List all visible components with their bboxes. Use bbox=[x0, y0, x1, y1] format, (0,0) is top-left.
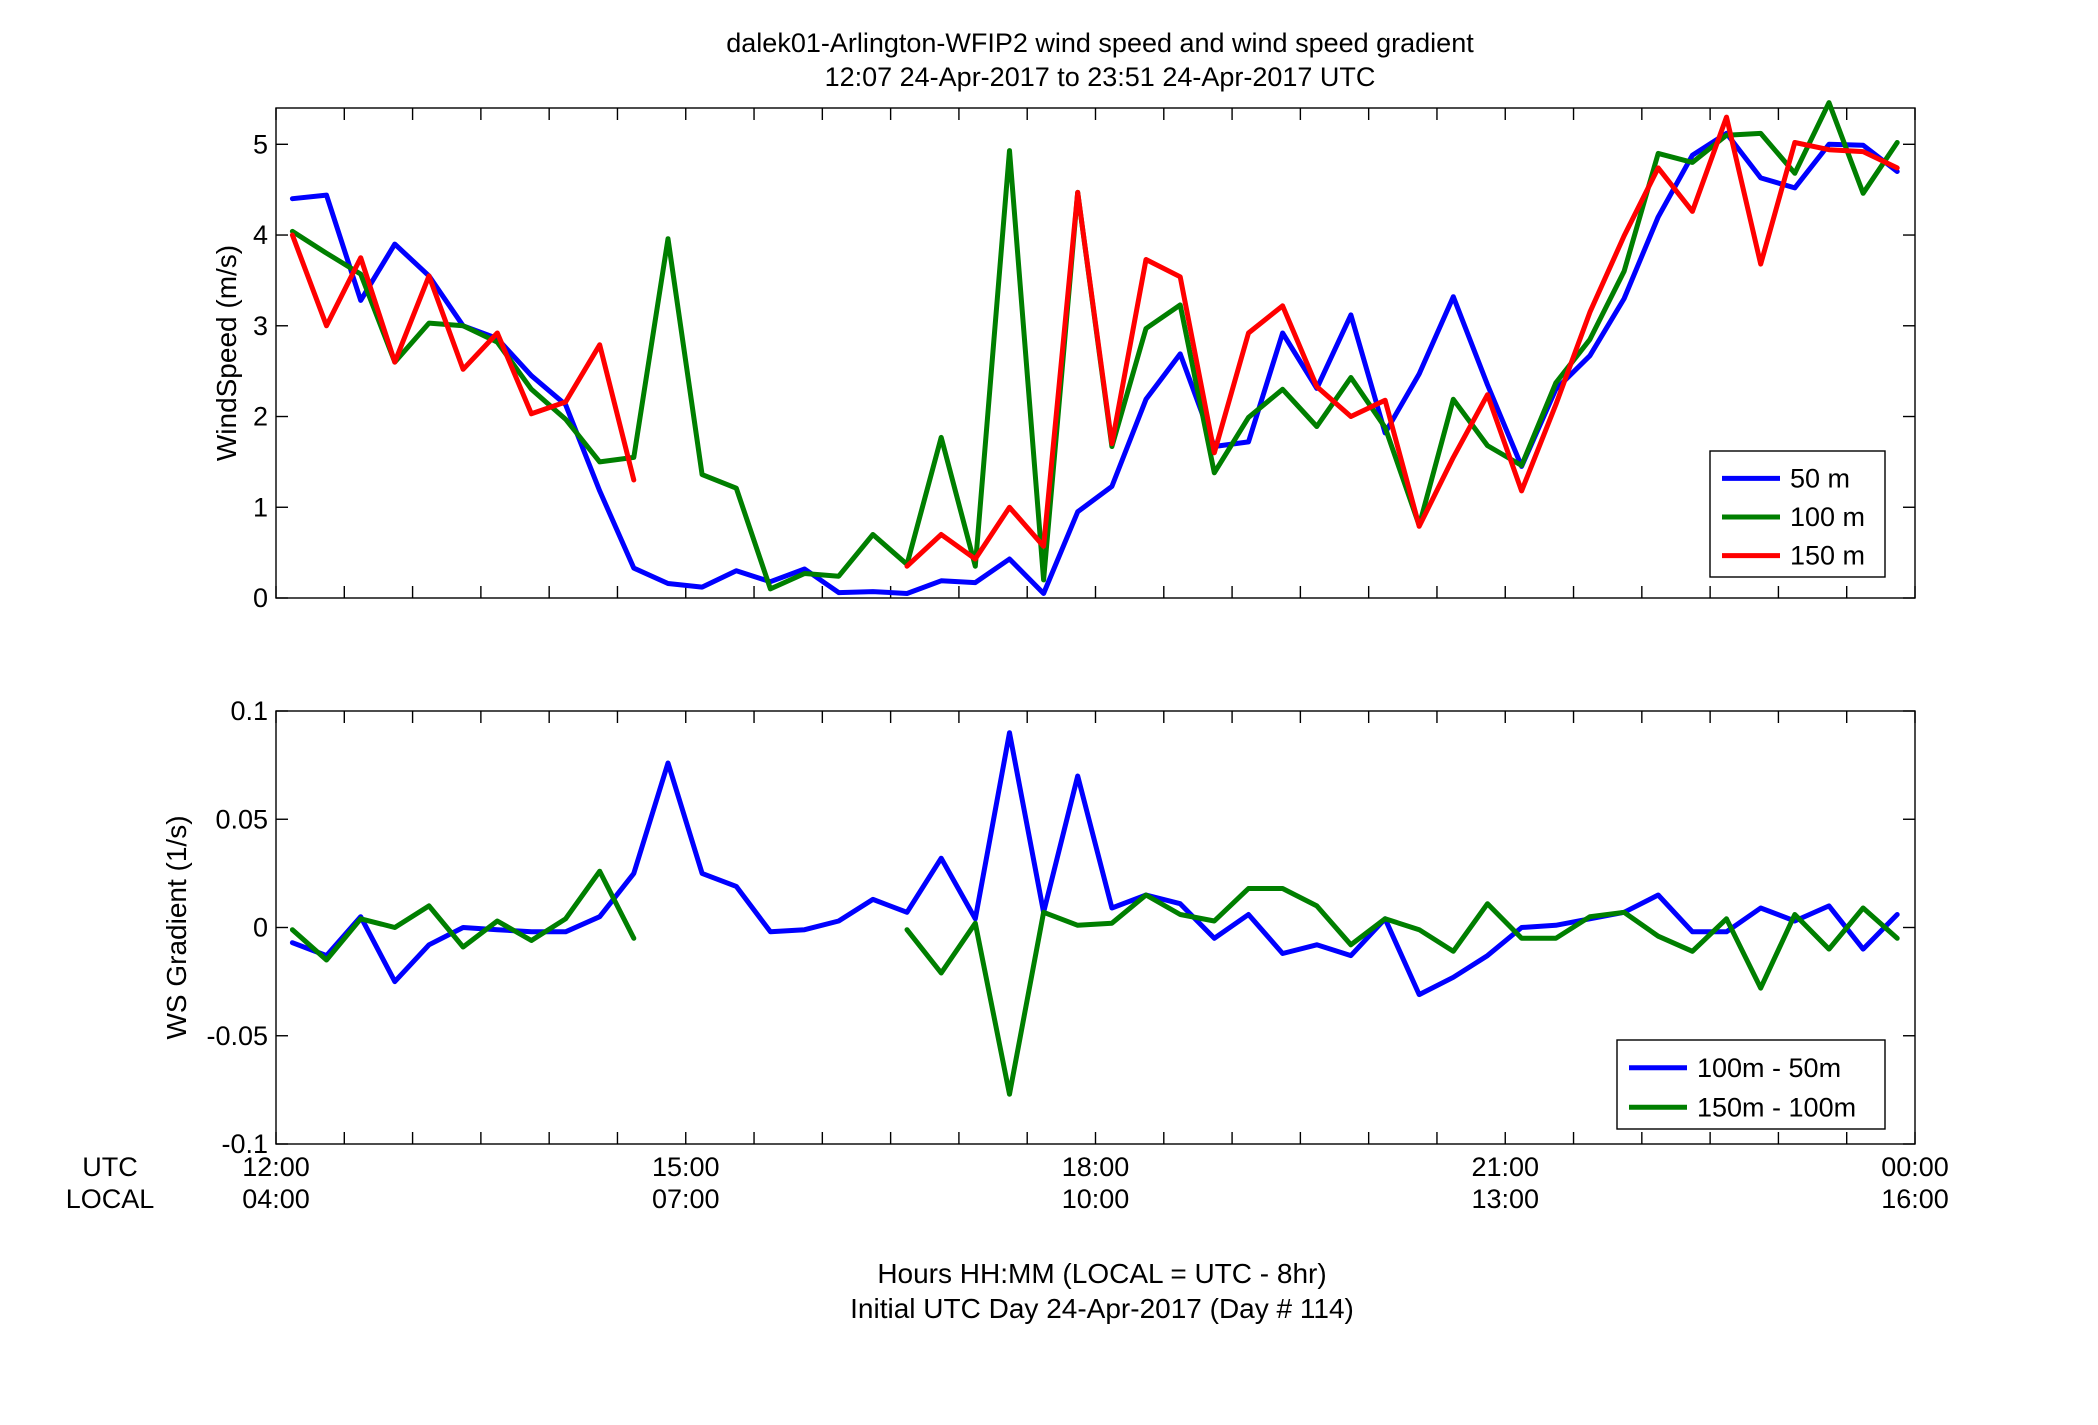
windspeed-legend-label: 100 m bbox=[1790, 502, 1865, 532]
windspeed-legend: 50 m 100 m 150 m bbox=[1709, 450, 1886, 578]
gradient-legend-label: 100m - 50m bbox=[1697, 1053, 1841, 1083]
gradient-legend-label: 150m - 100m bbox=[1697, 1092, 1856, 1122]
gradient-y-axis-label: WS Gradient (1/s) bbox=[161, 815, 192, 1039]
local-row-label: LOCAL bbox=[66, 1184, 155, 1214]
gradient-ytick-label: 0 bbox=[253, 913, 268, 943]
x-axis-label-line2: Initial UTC Day 24-Apr-2017 (Day # 114) bbox=[850, 1293, 1354, 1324]
x-tick-label-local: 07:00 bbox=[652, 1184, 720, 1214]
gradient-legend: 100m - 50m 150m - 100m bbox=[1616, 1039, 1886, 1130]
gradient-panel: -0.1 -0.05 0 0.05 0.1 WS Gradient (1/s) 100m -… bbox=[161, 696, 1916, 1159]
x-tick-label-local: 13:00 bbox=[1471, 1184, 1539, 1214]
x-tick-label-local: 16:00 bbox=[1881, 1184, 1949, 1214]
utc-row-label: UTC bbox=[82, 1152, 138, 1182]
gradient-ytick-label: -0.05 bbox=[206, 1021, 268, 1051]
windspeed-ytick-label: 2 bbox=[253, 402, 268, 432]
windspeed-ytick-label: 0 bbox=[253, 583, 268, 613]
windspeed-panel: 0 1 2 3 4 5 WindSpeed (m/s) 50 m 100 m 150 m bbox=[211, 100, 1916, 613]
windspeed-series-150-m bbox=[289, 114, 1900, 569]
chart-title-line1: dalek01-Arlington-WFIP2 wind speed and w… bbox=[726, 28, 1474, 58]
x-tick-label-utc: 12:00 bbox=[242, 1152, 310, 1182]
gradient-series-100m-50m bbox=[289, 730, 1900, 998]
windspeed-ytick-label: 5 bbox=[253, 129, 268, 159]
windspeed-ytick-label: 3 bbox=[253, 311, 268, 341]
gradient-ytick-label: 0.1 bbox=[230, 696, 268, 726]
windspeed-ytick-label: 4 bbox=[253, 220, 268, 250]
gradient-ytick-label: -0.1 bbox=[221, 1129, 268, 1159]
x-tick-label-utc: 15:00 bbox=[652, 1152, 720, 1182]
x-tick-label-utc: 00:00 bbox=[1881, 1152, 1949, 1182]
gradient-ytick-label: 0.05 bbox=[215, 804, 268, 834]
chart-title-line2: 12:07 24-Apr-2017 to 23:51 24-Apr-2017 U… bbox=[825, 62, 1376, 92]
windspeed-ytick-label: 1 bbox=[253, 492, 268, 522]
x-tick-label-local: 10:00 bbox=[1062, 1184, 1130, 1214]
gradient-legend-box bbox=[1616, 1039, 1886, 1130]
x-tick-label-utc: 21:00 bbox=[1471, 1152, 1539, 1182]
gradient-series-150m-100m bbox=[289, 868, 1900, 1097]
windspeed-legend-label: 150 m bbox=[1790, 541, 1865, 571]
x-axis-label-line1: Hours HH:MM (LOCAL = UTC - 8hr) bbox=[877, 1258, 1326, 1289]
x-tick-label-utc: 18:00 bbox=[1062, 1152, 1130, 1182]
windspeed-y-axis-label: WindSpeed (m/s) bbox=[211, 245, 242, 461]
x-tick-label-local: 04:00 bbox=[242, 1184, 310, 1214]
windspeed-legend-label: 50 m bbox=[1790, 463, 1850, 493]
windspeed-series-50-m bbox=[289, 130, 1900, 596]
